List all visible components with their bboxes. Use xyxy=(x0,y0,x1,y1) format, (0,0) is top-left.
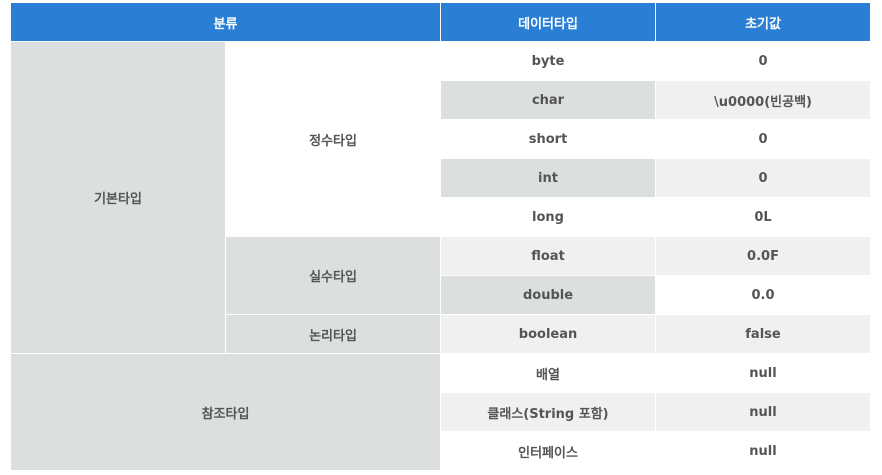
type-cell: byte xyxy=(440,41,657,81)
table-row: 기본타입 정수타입 byte 0 xyxy=(10,41,872,354)
type-cell: int xyxy=(440,158,657,198)
value-cell: false xyxy=(655,314,872,354)
header-category: 분류 xyxy=(9,2,442,42)
type-cell: char xyxy=(440,80,657,120)
value-cell: 0 xyxy=(655,158,872,198)
type-cell: 배열 xyxy=(440,353,657,393)
table-row: char \u0000(빈공백) xyxy=(11,80,872,120)
value-cell: 0.0 xyxy=(655,275,872,315)
value-cell: null xyxy=(655,431,872,471)
table-row: 인터페이스 null xyxy=(11,431,872,471)
group-real: 실수타입 xyxy=(224,236,442,315)
table-row: 논리타입 boolean false xyxy=(11,314,872,354)
value-cell: 0L xyxy=(655,197,872,237)
table-row: short 0 xyxy=(11,119,872,159)
group-integer: 정수타입 xyxy=(224,41,442,237)
table-row: 참조타입 배열 null xyxy=(9,353,872,471)
value-cell: 0.0F xyxy=(655,236,872,276)
header-initial: 초기값 xyxy=(655,2,872,42)
type-cell: boolean xyxy=(440,314,657,354)
group-reference: 참조타입 xyxy=(9,353,442,471)
type-cell: 인터페이스 xyxy=(440,431,657,471)
datatype-table: 분류 데이터타입 초기값 기본타입 정수타입 byte 0 char \u000… xyxy=(9,2,872,471)
header-datatype: 데이터타입 xyxy=(440,2,657,42)
value-cell: 0 xyxy=(655,41,872,81)
group-logical: 논리타입 xyxy=(224,314,442,354)
value-cell: null xyxy=(655,353,872,393)
table-row: int 0 xyxy=(11,158,872,198)
value-cell: null xyxy=(655,392,872,432)
value-cell: \u0000(빈공백) xyxy=(655,80,872,120)
group-primitive: 기본타입 xyxy=(10,41,226,354)
type-cell: 클래스(String 포함) xyxy=(440,392,657,432)
table-row: long 0L xyxy=(11,197,872,237)
table-row: 실수타입 float 0.0F xyxy=(11,236,872,315)
header-row: 분류 데이터타입 초기값 xyxy=(9,2,872,42)
type-cell: long xyxy=(440,197,657,237)
value-cell: 0 xyxy=(655,119,872,159)
table-row: 클래스(String 포함) null xyxy=(11,392,872,432)
type-cell: double xyxy=(440,275,657,315)
table-row: double 0.0 xyxy=(11,275,872,315)
type-cell: float xyxy=(440,236,657,276)
type-cell: short xyxy=(440,119,657,159)
